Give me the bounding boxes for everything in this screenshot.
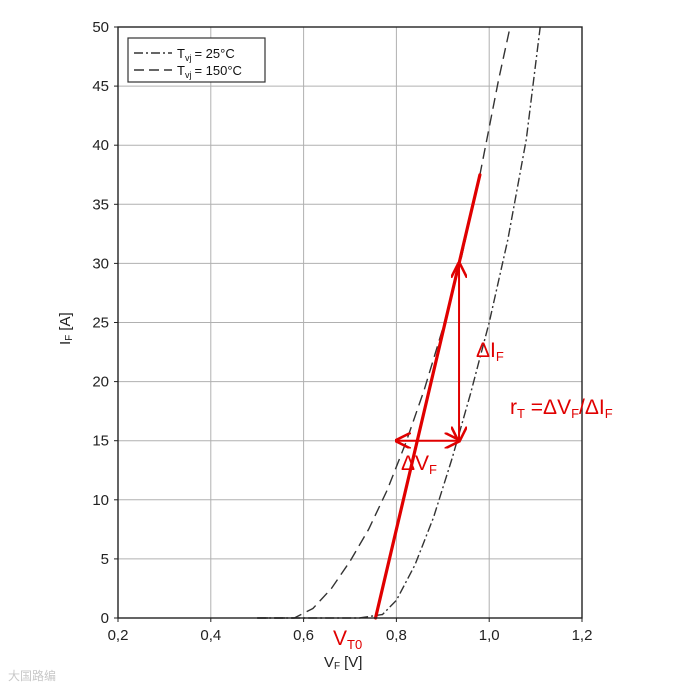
y-tick-label: 40 — [92, 137, 109, 154]
x-tick-label: 0,2 — [108, 627, 129, 644]
tangent-line — [373, 173, 482, 620]
y-tick-label: 15 — [92, 433, 109, 450]
x-tick-label: 1,2 — [572, 627, 593, 644]
y-tick-label: 45 — [92, 78, 109, 95]
y-tick-label: 35 — [92, 196, 109, 213]
legend-label-25c: Tvj = 25°C — [177, 46, 235, 63]
grid — [114, 26, 583, 622]
x-tick-label: 0,4 — [200, 627, 221, 644]
legend-label-150c: Tvj = 150°C — [177, 63, 242, 80]
y-axis-title: IF[A] — [57, 312, 75, 345]
legend-box — [127, 37, 266, 83]
y-tick-label: 0 — [101, 610, 109, 627]
plot-area-frame — [117, 26, 583, 619]
y-tick-label: 30 — [92, 255, 109, 272]
y-tick-label: 10 — [92, 492, 109, 509]
legend: Tvj = 25°C Tvj = 150°C — [127, 37, 266, 83]
tick-labels: 0,2 0,4 0,6 0,8 1,0 1,2 0 5 10 15 20 25 30 35 40 45 50 — [92, 19, 592, 644]
watermark: 大国路编 — [8, 669, 57, 683]
curve-25c — [257, 26, 541, 619]
rt-formula: rT =ΔVF/ΔIF — [510, 396, 613, 421]
annotations-group — [373, 173, 482, 620]
x-tick-label: 0,8 — [386, 627, 407, 644]
delta-vf-label: ΔVF — [401, 452, 437, 477]
y-tick-label: 5 — [101, 551, 109, 568]
vt0-label: VT0 — [333, 627, 362, 652]
x-axis-title: VF [V] — [324, 654, 362, 672]
y-tick-label: 20 — [92, 374, 109, 391]
y-tick-label: 25 — [92, 315, 109, 332]
x-tick-label: 0,6 — [293, 627, 314, 644]
y-tick-label: 50 — [92, 19, 109, 36]
delta-if-label: ΔIF — [476, 339, 504, 364]
x-tick-label: 1,0 — [479, 627, 500, 644]
